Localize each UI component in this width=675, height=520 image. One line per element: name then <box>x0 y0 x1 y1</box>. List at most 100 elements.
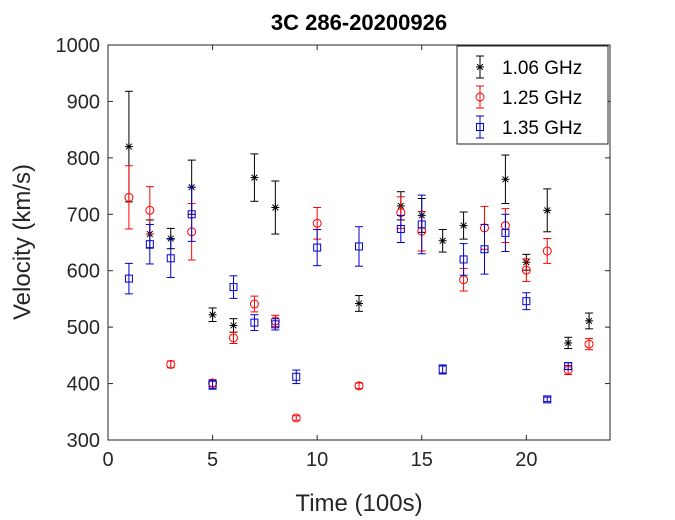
square-marker <box>271 320 280 329</box>
chart-title: 3C 286-20200926 <box>271 10 447 35</box>
legend-entry: 1.06 GHz <box>476 55 582 79</box>
circle-marker <box>229 333 238 343</box>
data-point <box>480 223 489 275</box>
asterisk-marker <box>438 236 447 245</box>
data-point <box>250 153 259 202</box>
series-square <box>124 186 573 404</box>
x-tick-label: 5 <box>207 449 218 471</box>
data-point <box>501 213 510 253</box>
asterisk-marker <box>208 310 217 319</box>
legend-circle-marker <box>475 92 485 102</box>
data-point <box>292 369 301 385</box>
square-marker <box>417 220 426 229</box>
data-point <box>229 331 238 345</box>
legend: 1.06 GHz 1.25 GHz 1.35 GHz <box>456 45 609 145</box>
square-marker <box>145 240 154 249</box>
data-point <box>564 336 573 350</box>
square-marker <box>480 245 489 254</box>
data-point <box>543 188 552 233</box>
data-point <box>501 154 510 205</box>
asterisk-marker <box>271 203 280 212</box>
data-marks <box>124 90 594 423</box>
data-point <box>271 180 280 235</box>
data-point <box>355 295 363 312</box>
data-point <box>417 194 426 255</box>
x-tick-label: 20 <box>515 449 537 471</box>
y-tick-label: 700 <box>67 204 100 226</box>
legend-asterisk-marker <box>476 63 484 71</box>
x-axis-label: Time (100s) <box>295 490 422 517</box>
data-point <box>438 364 447 375</box>
data-point <box>355 226 363 267</box>
square-marker <box>438 365 447 374</box>
y-tick-label: 600 <box>67 261 100 283</box>
data-point <box>250 314 259 332</box>
square-marker <box>564 362 573 371</box>
x-tick-label: 0 <box>102 449 113 471</box>
square-marker <box>292 372 301 381</box>
data-point <box>584 337 594 351</box>
data-point <box>145 223 154 265</box>
asterisk-marker <box>564 338 573 347</box>
data-point <box>354 381 364 391</box>
data-point <box>585 312 594 330</box>
legend-square-marker <box>476 123 484 131</box>
circle-marker <box>124 192 134 202</box>
y-tick-label: 800 <box>67 148 100 170</box>
data-point <box>522 292 531 311</box>
legend-label: 1.35 GHz <box>502 118 582 139</box>
asterisk-marker <box>166 234 175 243</box>
square-marker <box>355 242 363 251</box>
square-marker <box>522 297 531 306</box>
legend-label: 1.25 GHz <box>502 88 582 109</box>
square-marker <box>459 255 468 264</box>
data-point <box>459 211 468 240</box>
data-point <box>124 165 134 230</box>
y-tick-label: 300 <box>67 430 100 452</box>
square-marker <box>396 224 405 233</box>
data-point <box>564 362 573 371</box>
asterisk-marker <box>459 221 468 230</box>
asterisk-marker <box>124 142 133 151</box>
legend-box <box>456 45 609 145</box>
square-marker <box>543 395 552 404</box>
y-axis-label: Velocity (km/s) <box>9 164 36 320</box>
data-point <box>249 295 259 313</box>
data-point <box>291 413 301 423</box>
x-tick-label: 10 <box>306 449 328 471</box>
circle-marker <box>459 275 469 285</box>
square-marker <box>208 380 217 389</box>
square-marker <box>229 283 238 292</box>
square-marker <box>187 210 196 219</box>
asterisk-marker <box>229 321 238 330</box>
asterisk-marker <box>250 173 259 182</box>
circle-marker <box>291 413 301 423</box>
square-marker <box>501 228 510 237</box>
axes: 0 5 10 15 20 300 400 500 600 700 800 900 1000 <box>56 35 610 471</box>
data-point <box>229 275 238 299</box>
plot-frame <box>107 44 611 441</box>
asterisk-marker <box>355 299 363 308</box>
data-point <box>166 359 176 369</box>
data-point <box>187 186 196 242</box>
circle-marker <box>166 359 176 369</box>
square-marker <box>313 243 322 252</box>
asterisk-marker <box>501 175 510 184</box>
legend-label: 1.06 GHz <box>502 58 582 79</box>
y-tick-label: 900 <box>67 91 100 113</box>
data-point <box>313 229 322 267</box>
square-marker <box>124 274 133 283</box>
asterisk-marker <box>543 206 552 215</box>
circle-marker <box>354 381 364 391</box>
data-point <box>166 238 175 278</box>
y-tick-label: 1000 <box>56 35 101 57</box>
circle-marker <box>584 339 594 349</box>
data-point <box>542 238 552 264</box>
data-point <box>271 318 280 331</box>
data-point <box>396 214 405 243</box>
data-point <box>208 307 217 322</box>
data-point <box>208 379 217 390</box>
y-tick-label: 400 <box>67 374 100 396</box>
x-tick-label: 15 <box>411 449 433 471</box>
